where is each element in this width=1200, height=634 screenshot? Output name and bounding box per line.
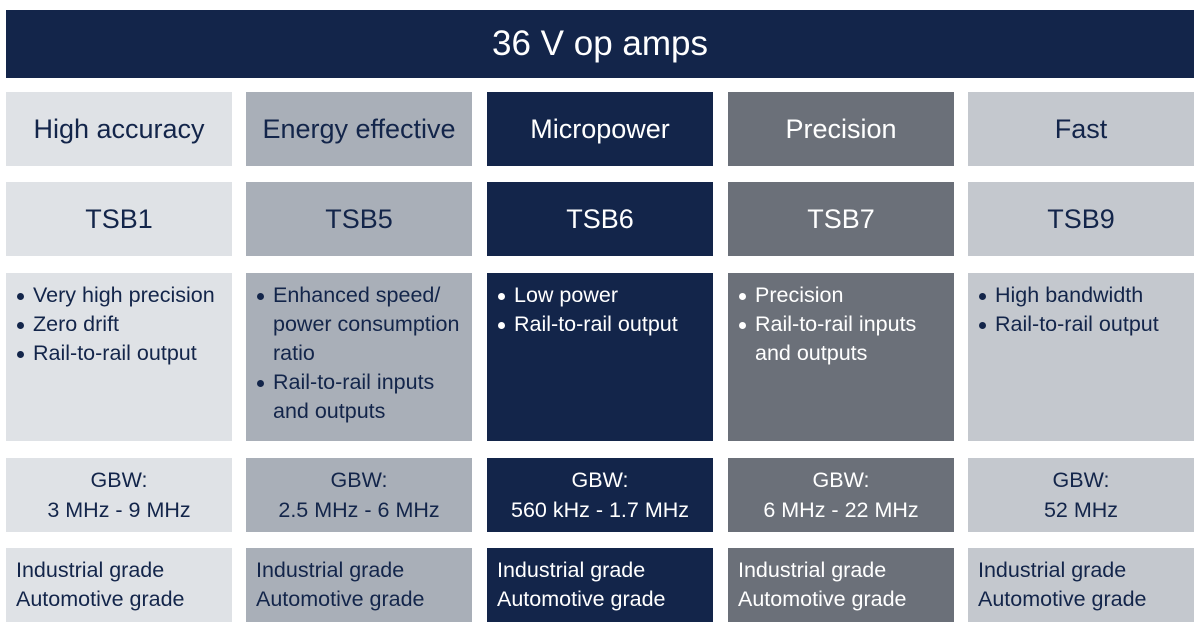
- features: Low power Rail-to-rail output: [487, 273, 713, 441]
- part-number: TSB9: [968, 182, 1194, 256]
- feature-item: Rail-to-rail output: [15, 339, 226, 368]
- gbw: GBW: 6 MHz - 22 MHz: [728, 458, 954, 532]
- feature-item: High bandwidth: [977, 281, 1188, 310]
- grade: Automotive grade: [16, 587, 185, 611]
- gbw: GBW: 560 kHz - 1.7 MHz: [487, 458, 713, 532]
- grades: Industrial grade Automotive grade: [728, 548, 954, 622]
- gbw-label: GBW:: [812, 468, 870, 492]
- features: High bandwidth Rail-to-rail output: [968, 273, 1194, 441]
- gbw-range: 3 MHz - 9 MHz: [47, 498, 191, 522]
- grade: Automotive grade: [978, 587, 1147, 611]
- part-number: TSB7: [728, 182, 954, 256]
- grade: Automotive grade: [497, 587, 666, 611]
- grades: Industrial grade Automotive grade: [487, 548, 713, 622]
- feature-item: Rail-to-rail inputs and outputs: [737, 310, 948, 368]
- title: 36 V op amps: [6, 10, 1194, 78]
- gbw-range: 52 MHz: [1043, 498, 1119, 522]
- gbw-range: 560 kHz - 1.7 MHz: [510, 498, 690, 522]
- part-number: TSB1: [6, 182, 232, 256]
- grade: Industrial grade: [16, 558, 165, 582]
- grade: Automotive grade: [256, 587, 425, 611]
- grade: Industrial grade: [738, 558, 887, 582]
- gbw-range: 6 MHz - 22 MHz: [763, 498, 919, 522]
- grade: Automotive grade: [738, 587, 907, 611]
- gbw: GBW: 3 MHz - 9 MHz: [6, 458, 232, 532]
- feature-item: Very high precision: [15, 281, 226, 310]
- grades: Industrial grade Automotive grade: [246, 548, 472, 622]
- grade: Industrial grade: [256, 558, 405, 582]
- category: Energy effective: [246, 92, 472, 166]
- gbw-label: GBW:: [571, 468, 629, 492]
- gbw-label: GBW:: [330, 468, 388, 492]
- grade: Industrial grade: [497, 558, 646, 582]
- gbw: GBW: 52 MHz: [968, 458, 1194, 532]
- gbw: GBW: 2.5 MHz - 6 MHz: [246, 458, 472, 532]
- category: Fast: [968, 92, 1194, 166]
- category: High accuracy: [6, 92, 232, 166]
- feature-item: Rail-to-rail inputs and outputs: [255, 368, 466, 426]
- category: Precision: [728, 92, 954, 166]
- gbw-label: GBW:: [1052, 468, 1110, 492]
- grades: Industrial grade Automotive grade: [6, 548, 232, 622]
- feature-item: Low power: [496, 281, 707, 310]
- grades: Industrial grade Automotive grade: [968, 548, 1194, 622]
- feature-item: Rail-to-rail output: [496, 310, 707, 339]
- part-number: TSB6: [487, 182, 713, 256]
- feature-item: Precision: [737, 281, 948, 310]
- feature-item: Rail-to-rail output: [977, 310, 1188, 339]
- features: Enhanced speed/ power consumption ratio R…: [246, 273, 472, 441]
- features: Precision Rail-to-rail inputs and outputs: [728, 273, 954, 441]
- category: Micropower: [487, 92, 713, 166]
- gbw-range: 2.5 MHz - 6 MHz: [278, 498, 440, 522]
- gbw-label: GBW:: [90, 468, 148, 492]
- feature-item: Enhanced speed/ power consumption ratio: [255, 281, 466, 368]
- part-number: TSB5: [246, 182, 472, 256]
- feature-item: Zero drift: [15, 310, 226, 339]
- grade: Industrial grade: [978, 558, 1127, 582]
- features: Very high precision Zero drift Rail-to-rai…: [6, 273, 232, 441]
